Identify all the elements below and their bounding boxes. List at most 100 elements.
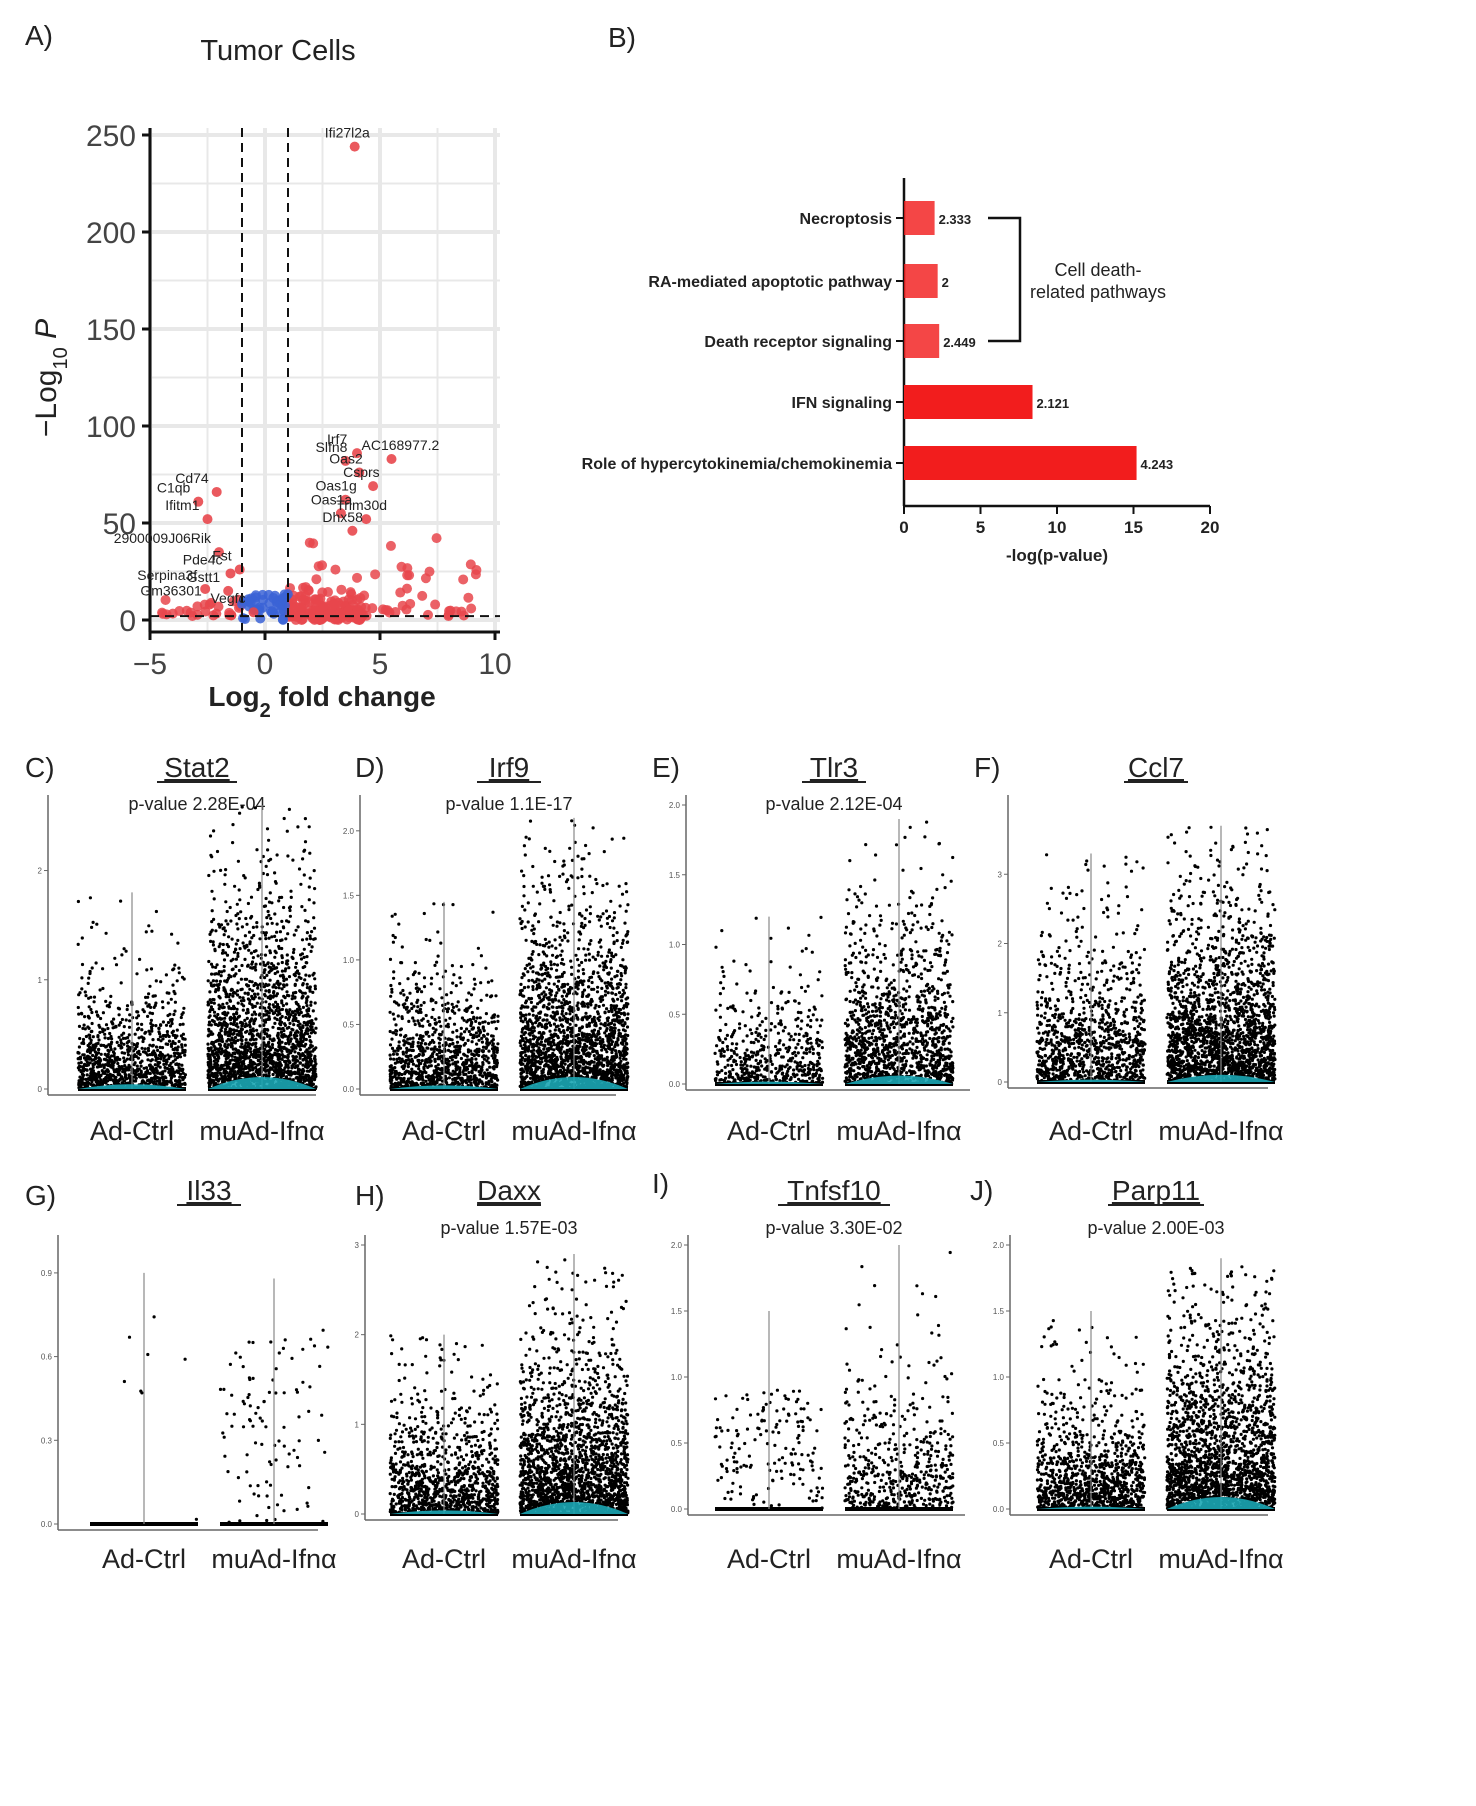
violin-point — [396, 1048, 400, 1052]
violin-point — [140, 1046, 144, 1050]
volcano-point-up — [313, 561, 324, 572]
violin-point — [234, 942, 238, 946]
violin-point — [275, 853, 279, 857]
violin-point — [161, 1034, 165, 1038]
violin-point — [237, 1070, 241, 1074]
violin-point — [300, 905, 304, 909]
violin-point — [305, 937, 309, 941]
violin-point — [183, 1073, 187, 1077]
violin-point — [77, 1012, 81, 1016]
violin-point — [249, 895, 254, 899]
violin-point — [307, 885, 311, 889]
violin-point — [180, 1075, 184, 1080]
violin-point — [265, 973, 269, 978]
violin-point — [254, 982, 258, 986]
violin-point — [301, 1053, 305, 1057]
violin-point — [302, 947, 306, 951]
violin-point — [231, 991, 235, 995]
violin-point — [587, 852, 591, 856]
violin-point — [455, 1035, 459, 1039]
violin-point — [617, 884, 621, 888]
violin-point — [89, 1082, 93, 1086]
violin-point — [418, 1034, 422, 1038]
violin-point — [98, 1025, 102, 1029]
volcano-point-up — [430, 599, 441, 610]
violin-point — [392, 1057, 396, 1061]
volcano-point-labeled — [368, 481, 379, 492]
violin-point — [171, 1047, 175, 1051]
violin-point — [438, 1072, 442, 1076]
violin-point — [235, 989, 239, 993]
violin-point — [120, 953, 124, 957]
violin-point — [229, 919, 233, 923]
violin-point — [280, 1001, 284, 1005]
volcano-point-up — [370, 569, 381, 580]
violin-point — [173, 1041, 177, 1046]
violin-point — [106, 1052, 110, 1056]
violin-point — [450, 1009, 454, 1013]
violin-point — [395, 1060, 400, 1064]
violin-point — [265, 916, 269, 920]
violin-point — [227, 1052, 231, 1057]
violin-point — [149, 1021, 153, 1026]
violin-point — [574, 1023, 578, 1027]
violin-point — [490, 1034, 494, 1038]
violin-point — [246, 1010, 250, 1015]
violin-point — [106, 1036, 110, 1041]
violin-point — [252, 1052, 256, 1056]
violin-point — [249, 1019, 253, 1023]
violin-point — [432, 902, 436, 906]
violin-point — [148, 1032, 152, 1036]
volcano-gene-label: Irf7 — [327, 431, 347, 447]
violin-point — [77, 1061, 81, 1065]
violin-point — [488, 1071, 492, 1075]
violin-point — [149, 1025, 154, 1029]
violin-point — [289, 1050, 293, 1054]
violin-point — [603, 981, 607, 985]
volcano-point-up — [304, 537, 315, 548]
violin-point — [125, 1004, 130, 1008]
violin-point — [106, 1079, 110, 1083]
violin-point — [552, 899, 556, 903]
violin-point — [206, 1000, 210, 1004]
violin-point — [232, 1063, 236, 1067]
violin-point — [266, 1064, 270, 1068]
violin-point — [247, 1032, 252, 1036]
violin-point — [258, 1054, 262, 1058]
violin-point — [304, 1037, 308, 1042]
violin-point — [237, 1063, 241, 1067]
violin-point — [481, 1074, 485, 1078]
violin-point — [227, 935, 231, 939]
violin-point — [251, 1067, 255, 1071]
violin-point — [150, 1029, 154, 1033]
violin-point — [272, 983, 276, 987]
violin-point — [216, 984, 220, 988]
violin-point — [490, 1080, 494, 1084]
violin-point — [103, 1063, 107, 1067]
violin-point — [250, 962, 254, 966]
violin-point — [97, 1047, 101, 1051]
violin-point — [389, 983, 393, 988]
violin-point — [393, 912, 397, 916]
violin-point — [78, 1036, 82, 1041]
violin-point — [298, 1076, 302, 1080]
violin-point — [76, 899, 80, 904]
violin-point — [231, 823, 235, 827]
violin-point — [276, 1033, 280, 1037]
violin-point — [225, 1046, 229, 1050]
violin-point — [229, 959, 233, 963]
violin-point — [304, 1042, 308, 1046]
violin-point — [580, 874, 584, 879]
violin-point — [82, 1082, 87, 1086]
violin-point — [417, 1037, 422, 1041]
violin-point — [277, 944, 281, 949]
violin-point — [303, 991, 307, 995]
violin-point — [296, 1008, 300, 1012]
bar-4 — [904, 385, 1033, 419]
violin-point — [140, 1022, 144, 1026]
violin-point — [420, 1070, 424, 1074]
volcano-point-down-sig — [174, 606, 185, 617]
violin-point — [438, 1037, 442, 1041]
violin-point — [207, 1063, 211, 1067]
violin-point — [292, 1044, 296, 1048]
